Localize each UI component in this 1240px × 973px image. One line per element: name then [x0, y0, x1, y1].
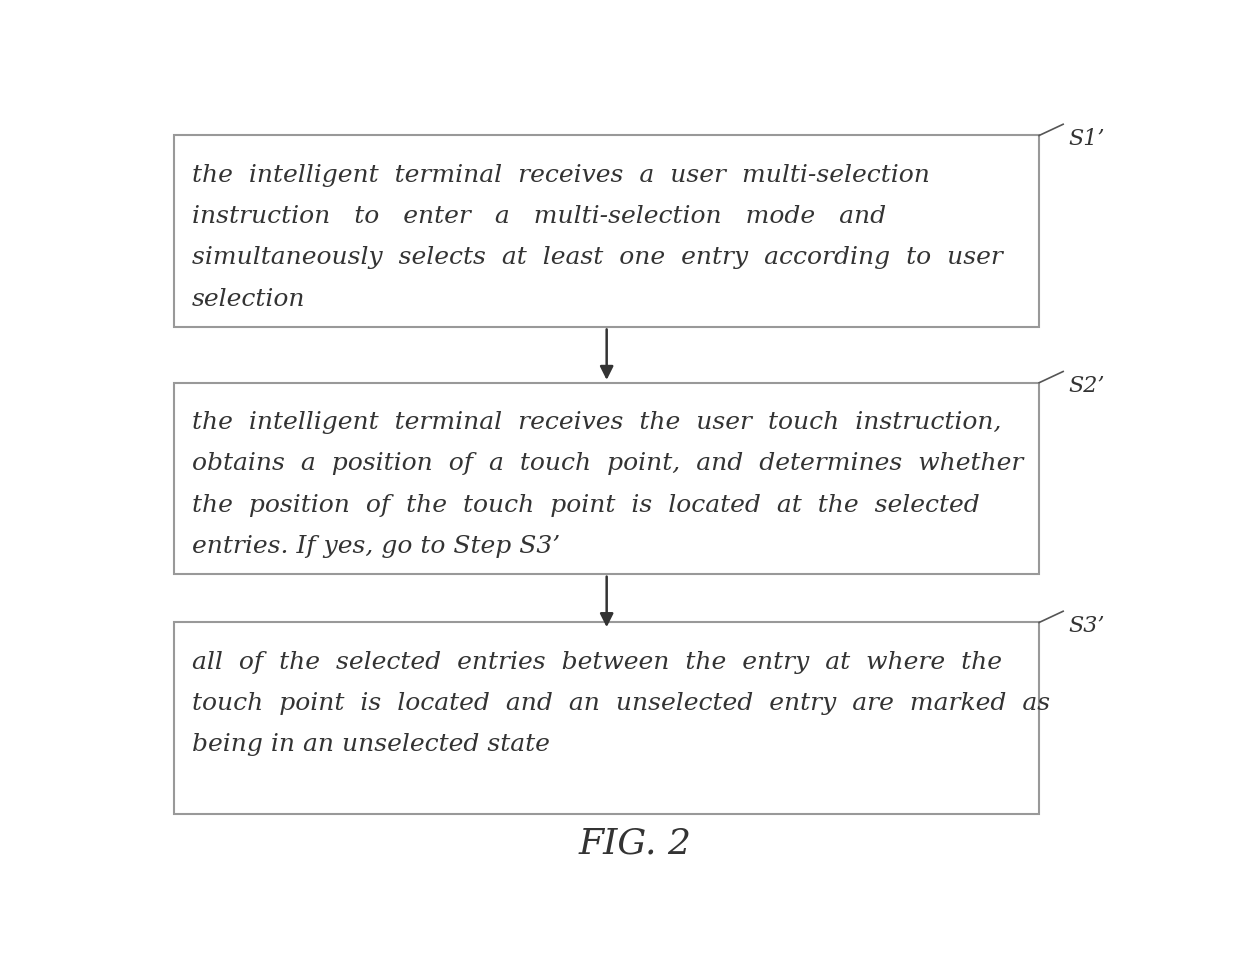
Text: S2’: S2’	[1068, 376, 1105, 397]
Text: all  of  the  selected  entries  between  the  entry  at  where  the: all of the selected entries between the …	[191, 651, 1002, 674]
Text: S3’: S3’	[1068, 615, 1105, 637]
Text: touch  point  is  located  and  an  unselected  entry  are  marked  as: touch point is located and an unselected…	[191, 692, 1049, 715]
Text: simultaneously  selects  at  least  one  entry  according  to  user: simultaneously selects at least one entr…	[191, 246, 1002, 270]
Text: selection: selection	[191, 288, 305, 310]
Text: instruction   to   enter   a   multi-selection   mode   and: instruction to enter a multi-selection m…	[191, 205, 885, 228]
Bar	[174, 623, 1039, 813]
Text: obtains  a  position  of  a  touch  point,  and  determines  whether: obtains a position of a touch point, and…	[191, 452, 1023, 476]
Text: S1’: S1’	[1068, 128, 1105, 150]
Text: the  intelligent  terminal  receives  the  user  touch  instruction,: the intelligent terminal receives the us…	[191, 412, 1001, 434]
Text: being in an unselected state: being in an unselected state	[191, 734, 549, 756]
Text: entries. If yes, go to Step S3’: entries. If yes, go to Step S3’	[191, 535, 559, 558]
Text: FIG. 2: FIG. 2	[579, 826, 692, 860]
Text: the  intelligent  terminal  receives  a  user  multi-selection: the intelligent terminal receives a user…	[191, 164, 930, 187]
Bar	[174, 382, 1039, 574]
Text: the  position  of  the  touch  point  is  located  at  the  selected: the position of the touch point is locat…	[191, 493, 980, 517]
Bar	[174, 135, 1039, 327]
